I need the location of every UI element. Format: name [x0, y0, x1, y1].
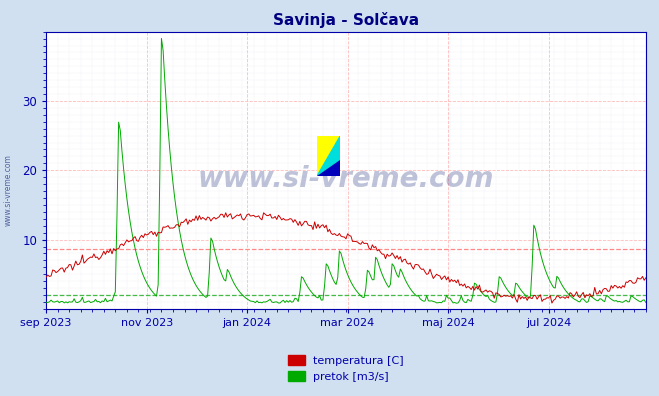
Title: Savinja - Solčava: Savinja - Solčava	[273, 12, 419, 28]
Polygon shape	[318, 160, 340, 175]
Text: www.si-vreme.com: www.si-vreme.com	[198, 165, 494, 192]
Text: www.si-vreme.com: www.si-vreme.com	[3, 154, 13, 226]
Polygon shape	[318, 136, 340, 175]
Polygon shape	[318, 136, 340, 175]
Legend: temperatura [C], pretok [m3/s]: temperatura [C], pretok [m3/s]	[283, 350, 409, 386]
